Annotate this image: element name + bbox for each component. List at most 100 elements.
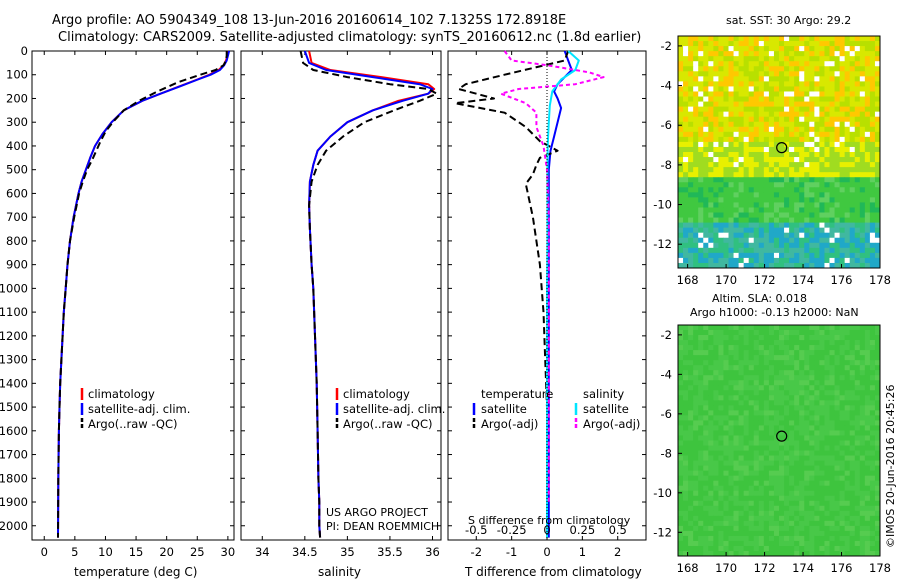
map-cell [723, 152, 729, 158]
map-cell [743, 36, 750, 42]
map-cell [874, 435, 881, 441]
map-cell [753, 76, 760, 82]
map-cell [708, 535, 714, 542]
map-cell [819, 385, 825, 391]
map-cell [839, 217, 846, 224]
map-cell [814, 330, 820, 336]
map-cell [678, 440, 684, 446]
map-cell [713, 237, 719, 244]
map-cell [809, 405, 815, 411]
map-cell [768, 495, 775, 502]
map-cell [738, 247, 745, 254]
map-x-tick-label: 176 [831, 561, 853, 575]
map-cell [844, 550, 851, 557]
map-cell [869, 415, 876, 421]
map-cell [678, 227, 684, 234]
map-cell [743, 375, 750, 381]
map-cell [748, 425, 755, 431]
map-cell [773, 520, 780, 527]
map-cell [839, 91, 846, 97]
map-cell [869, 56, 876, 62]
map-cell [698, 157, 704, 163]
map-cell [849, 86, 856, 92]
map-cell [698, 550, 704, 557]
map-cell [874, 91, 881, 97]
map-cell [859, 415, 866, 421]
map-cell [829, 111, 835, 118]
map-cell [824, 141, 830, 148]
map-cell [804, 86, 810, 92]
map-cell [804, 51, 810, 57]
map-cell [773, 385, 780, 391]
map-cell [698, 545, 704, 552]
map-cell [839, 385, 846, 391]
map-cell [814, 495, 820, 502]
map-cell [779, 232, 785, 239]
map-cell [698, 395, 704, 401]
map-cell [763, 76, 770, 82]
map-cell [728, 515, 734, 522]
map-cell [834, 495, 840, 502]
map-cell [713, 46, 719, 52]
y-tick-label: 1400 [0, 376, 28, 390]
map-cell [859, 217, 866, 224]
map-cell [718, 485, 724, 492]
map-cell [829, 96, 835, 102]
map-cell [703, 400, 709, 406]
map-cell [804, 325, 810, 331]
project-annotation: US ARGO PROJECT [326, 506, 428, 519]
map-cell [869, 257, 876, 264]
map-cell [804, 146, 810, 153]
map-cell [758, 535, 765, 542]
map-cell [849, 217, 856, 224]
map-cell [779, 455, 785, 461]
map-cell [733, 182, 739, 188]
map-cell [874, 490, 881, 497]
map-cell [854, 415, 861, 421]
map-cell [789, 395, 795, 401]
map-cell [804, 192, 810, 198]
map-cell [683, 525, 689, 532]
map-cell [829, 66, 835, 72]
map-cell [874, 440, 881, 446]
map-cell [794, 172, 800, 178]
map-cell [869, 81, 876, 87]
map-cell [693, 400, 699, 406]
map-cell [864, 380, 871, 386]
map-cell [688, 435, 694, 441]
map-cell [784, 395, 790, 401]
map-cell [698, 237, 704, 244]
map-cell [748, 172, 755, 178]
map-cell [678, 96, 684, 102]
map-cell [859, 490, 866, 497]
map-cell [708, 66, 714, 72]
map-cell [743, 340, 750, 346]
map-cell [839, 106, 846, 113]
map-cell [859, 141, 866, 148]
map-cell [824, 262, 830, 269]
map-cell [834, 425, 840, 431]
map-cell [763, 360, 770, 366]
map-cell [844, 535, 851, 542]
map-cell [809, 470, 815, 477]
map-cell [773, 217, 780, 224]
map-cell [809, 46, 815, 52]
map-cell [864, 450, 871, 456]
map-cell [743, 257, 750, 264]
map-cell [758, 36, 765, 42]
y-tick-label: 1300 [0, 353, 28, 367]
map-cell [809, 520, 815, 527]
map-cell [864, 475, 871, 482]
map-cell [869, 380, 876, 386]
map-cell [849, 81, 856, 87]
map-cell [678, 207, 684, 213]
map-cell [829, 222, 835, 229]
map-cell [784, 51, 790, 57]
map-cell [854, 41, 861, 47]
map-cell [748, 81, 755, 87]
map-cell [693, 515, 699, 522]
map-cell [743, 126, 750, 133]
map-cell [768, 400, 775, 406]
map-cell [773, 475, 780, 482]
map-cell [834, 157, 840, 163]
